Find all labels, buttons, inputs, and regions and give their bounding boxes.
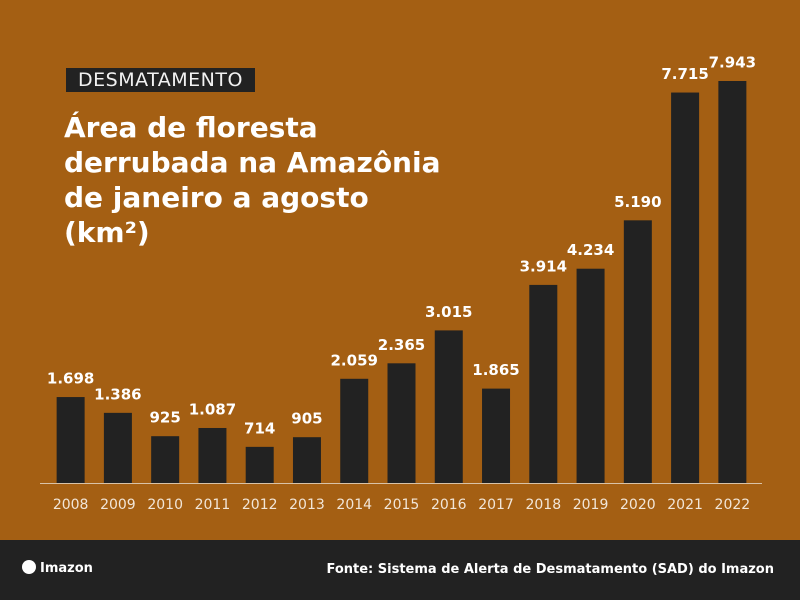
value-label: 925: [150, 409, 181, 427]
value-label: 2.365: [378, 336, 425, 354]
x-tick-label: 2017: [478, 497, 514, 513]
bar: [56, 397, 85, 483]
x-tick-label: 2016: [431, 497, 467, 513]
value-label: 1.865: [472, 361, 519, 379]
value-label: 3.015: [425, 303, 472, 321]
chart-title: Área de floresta derrubada na Amazônia d…: [64, 111, 441, 249]
value-label: 905: [291, 410, 322, 428]
footer: Imazon Fonte: Sistema de Alerta de Desma…: [0, 540, 800, 600]
tag: DESMATAMENTO: [66, 68, 255, 92]
x-tick-label: 2009: [100, 497, 136, 513]
x-tick-label: 2021: [667, 497, 703, 513]
value-label: 1.386: [94, 385, 141, 403]
value-label: 5.190: [614, 193, 661, 211]
value-label: 2.059: [331, 351, 378, 369]
bar: [151, 436, 180, 483]
value-label: 1.698: [47, 370, 94, 388]
bar: [103, 412, 132, 483]
bar: [387, 363, 416, 483]
value-label: 7.715: [661, 65, 708, 83]
x-tick-label: 2020: [620, 497, 656, 513]
value-label: 7.943: [709, 54, 756, 72]
bar: [340, 378, 369, 483]
bar: [198, 427, 227, 483]
value-label: 714: [244, 419, 275, 437]
bar: [434, 330, 463, 483]
bar: [482, 388, 511, 483]
bar: [623, 220, 652, 483]
x-tick-label: 2010: [147, 497, 183, 513]
x-tick-label: 2013: [289, 497, 325, 513]
chart: 1.698 2008 1.386 2009 925 2010 1.087 2011 714 201…: [40, 54, 762, 513]
x-tick-label: 2011: [195, 497, 231, 513]
source: Fonte: Sistema de Alerta de Desmatamento…: [326, 562, 774, 577]
bar: [671, 92, 700, 483]
bar: [718, 81, 747, 483]
value-label: 4.234: [567, 241, 614, 259]
bar: [245, 446, 274, 483]
bar: [529, 284, 558, 483]
x-tick-label: 2008: [53, 497, 89, 513]
bar: [292, 437, 321, 483]
value-label: 3.914: [520, 257, 567, 275]
logo: Imazon: [22, 560, 93, 576]
bar: [576, 268, 605, 483]
value-label: 1.087: [189, 400, 236, 418]
x-tick-label: 2019: [573, 497, 609, 513]
x-tick-label: 2015: [384, 497, 420, 513]
x-tick-label: 2018: [525, 497, 561, 513]
x-tick-label: 2012: [242, 497, 278, 513]
x-tick-label: 2014: [336, 497, 372, 513]
x-tick-label: 2022: [715, 497, 751, 513]
